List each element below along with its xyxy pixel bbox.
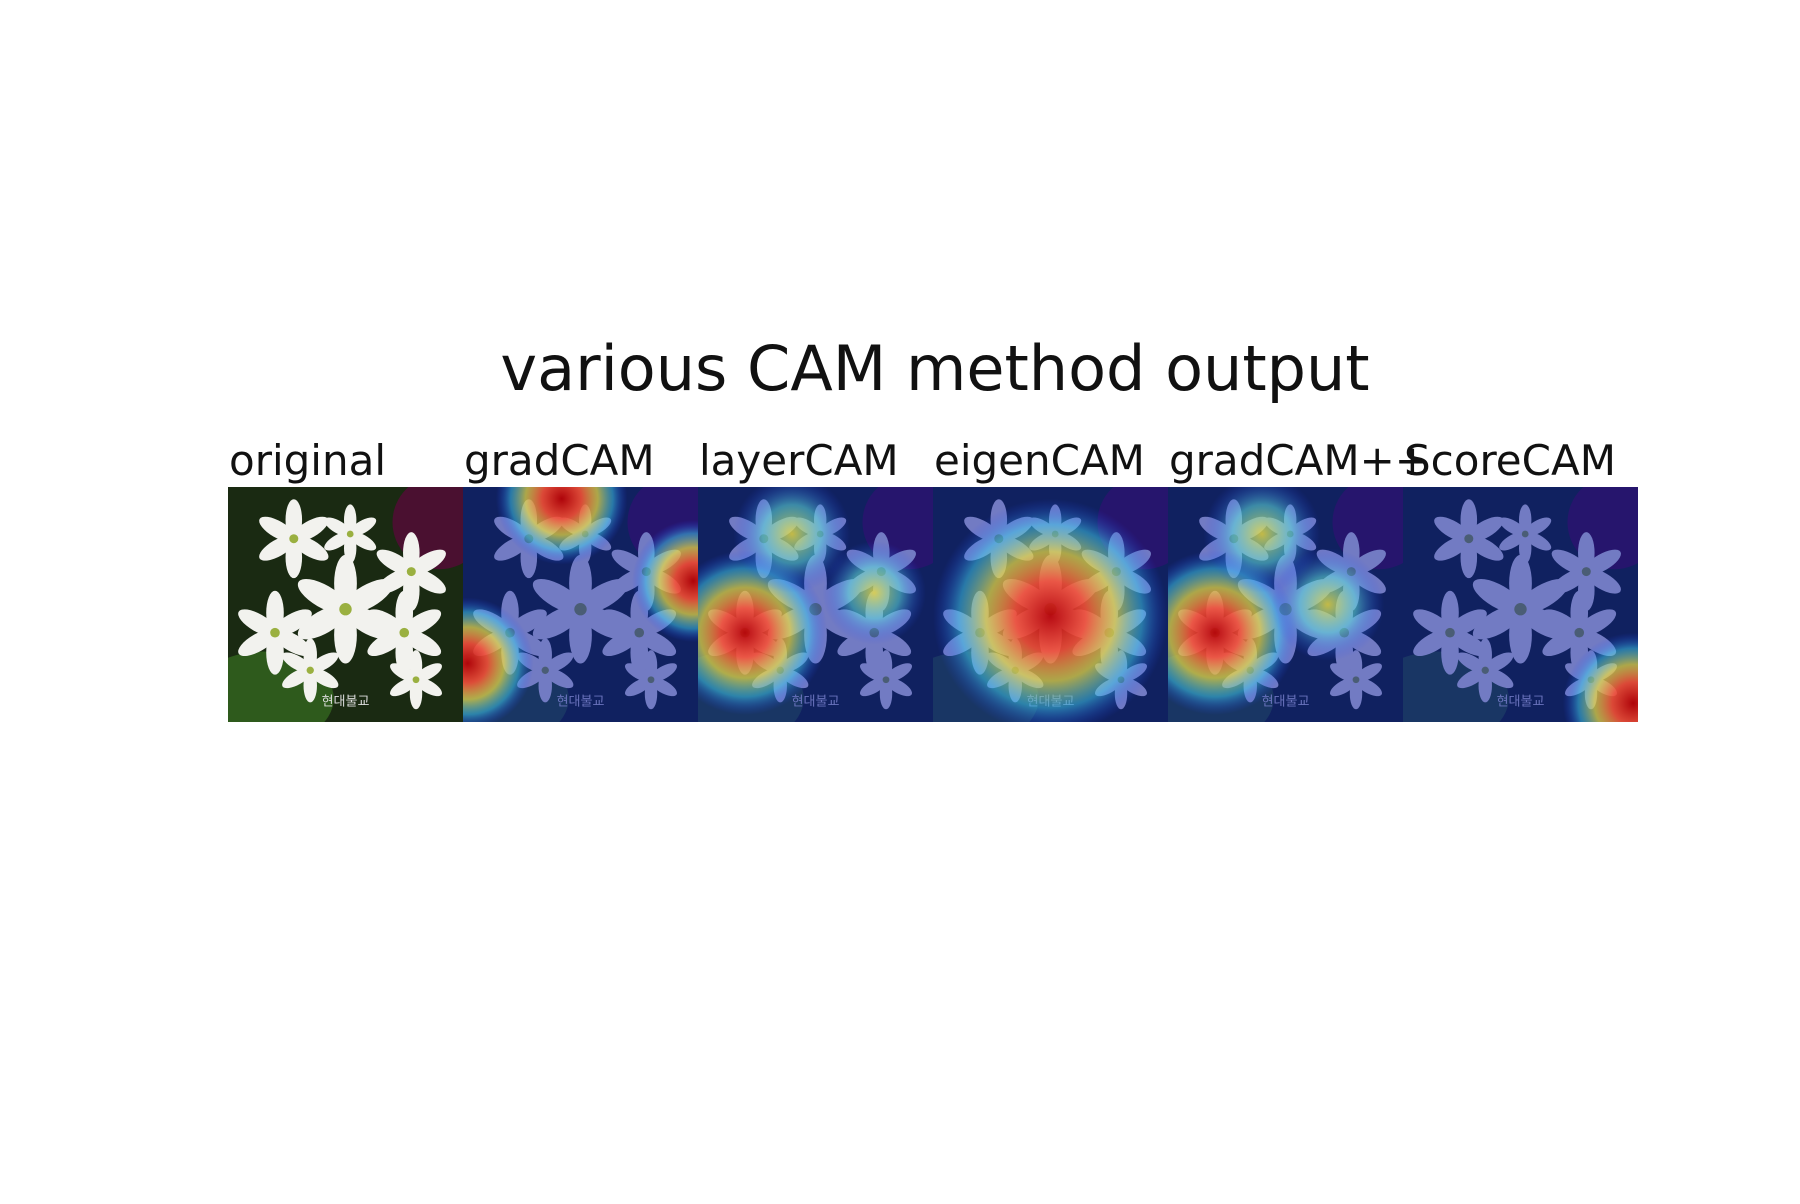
panel-image: 현대불교 <box>1403 487 1638 722</box>
heat-region <box>463 597 534 722</box>
petal <box>409 549 446 575</box>
watermark: 현대불교 <box>322 695 370 710</box>
petal <box>376 549 414 575</box>
panel-label: layerCAM <box>699 436 899 485</box>
petal <box>390 677 418 697</box>
petal <box>238 609 278 637</box>
heat-region <box>1562 632 1638 722</box>
flower-center <box>306 666 314 674</box>
petal <box>324 517 352 537</box>
flower-center <box>270 627 280 638</box>
petal <box>390 663 418 683</box>
panel-image: 현대불교 <box>228 487 463 722</box>
petal <box>297 578 349 614</box>
petal <box>291 535 329 561</box>
heat-region <box>495 487 628 565</box>
petal <box>342 604 394 640</box>
flower-center <box>406 567 416 577</box>
heat-region <box>1271 548 1385 661</box>
flower-center <box>289 534 299 544</box>
heat-region <box>733 487 851 593</box>
flower-center <box>346 530 354 538</box>
panel-label: gradCAM <box>464 436 655 485</box>
panel-image: 현대불교 <box>933 487 1168 722</box>
petal <box>414 677 442 697</box>
petal <box>308 667 339 689</box>
flower-center <box>339 602 352 616</box>
petal <box>348 531 377 551</box>
petal <box>297 604 349 640</box>
petal <box>342 578 394 614</box>
petal <box>259 535 296 561</box>
panel-label: eigenCAM <box>934 436 1145 485</box>
petal <box>308 652 339 673</box>
petal <box>259 516 296 542</box>
petal <box>282 652 312 673</box>
petal <box>402 629 442 657</box>
panel: 현대불교 <box>463 487 698 722</box>
panel: 현대불교 <box>1403 487 1638 722</box>
panel-image: 현대불교 <box>698 487 933 722</box>
petal <box>324 531 352 551</box>
panel-image: 현대불교 <box>463 487 698 722</box>
petal <box>291 516 329 542</box>
petal <box>348 517 377 537</box>
panel-image: 현대불교 <box>1168 487 1403 722</box>
panel-label: original <box>229 436 386 485</box>
panel-label: ScoreCAM <box>1404 436 1616 485</box>
panel: 현대불교 <box>698 487 933 722</box>
petal <box>402 609 442 637</box>
heat-region <box>632 519 698 643</box>
heat-region <box>933 498 1168 722</box>
flower-center <box>412 676 420 684</box>
petal <box>282 667 312 689</box>
panel: 현대불교 <box>933 487 1168 722</box>
figure-title: various CAM method output <box>500 332 1369 405</box>
petal <box>272 629 312 657</box>
petal <box>367 629 407 657</box>
flower-center <box>399 627 410 638</box>
heat-region <box>822 541 926 645</box>
panel: 현대불교 <box>1168 487 1403 722</box>
petal <box>238 629 278 657</box>
panel: 현대불교 <box>228 487 463 722</box>
petal <box>409 568 446 594</box>
petal <box>272 609 312 637</box>
panel-label: gradCAM++ <box>1169 436 1430 485</box>
petal <box>414 663 442 683</box>
petal <box>367 609 407 637</box>
